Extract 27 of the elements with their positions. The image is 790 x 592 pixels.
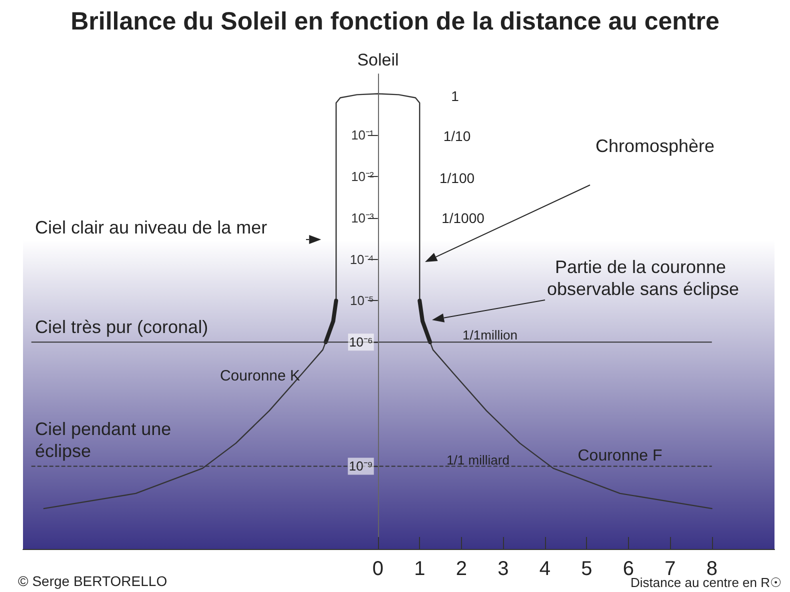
ref-line-label: Ciel pendant une éclipse [35, 419, 176, 462]
ref-line-label: Ciel très pur (coronal) [35, 317, 208, 338]
annotation: 1/1000 [442, 210, 485, 226]
text: © Serge BERTORELLO [18, 573, 168, 589]
annotation: 1 [451, 88, 460, 104]
annotation: 1/1million [462, 328, 518, 342]
x-tick-label: 4 [539, 558, 550, 580]
x-tick-label: 3 [498, 558, 509, 580]
y-tick-label: 10⁻⁴ [350, 252, 374, 267]
y-tick-label: 10⁻² [351, 169, 375, 184]
y-tick-label: 10⁻⁶ [349, 334, 373, 350]
y-tick-label: 10⁻⁹ [348, 458, 373, 474]
annotation: 1/100 [439, 170, 475, 186]
band-label: Ciel clair au niveau de la mer [35, 218, 268, 238]
annotation: Couronne F [578, 448, 662, 464]
chart-title: Brillance du Soleil en fonction de la distance au centre [70, 8, 720, 36]
x-tick-label: 0 [372, 558, 384, 580]
annotation: Chromosphère [595, 136, 715, 156]
x-tick-label: 2 [456, 558, 467, 580]
annotation: 1/1 milliard [446, 452, 510, 468]
text: Soleil [357, 50, 399, 70]
y-tick-label: 10⁻⁵ [350, 293, 374, 308]
annotation: 1/10 [443, 128, 471, 144]
x-tick-label: 1 [414, 558, 426, 580]
annotation: Couronne K [220, 368, 300, 384]
annotation: Partie de la couronne observable sans éclipse [546, 257, 740, 299]
x-tick-label: 5 [581, 558, 592, 580]
